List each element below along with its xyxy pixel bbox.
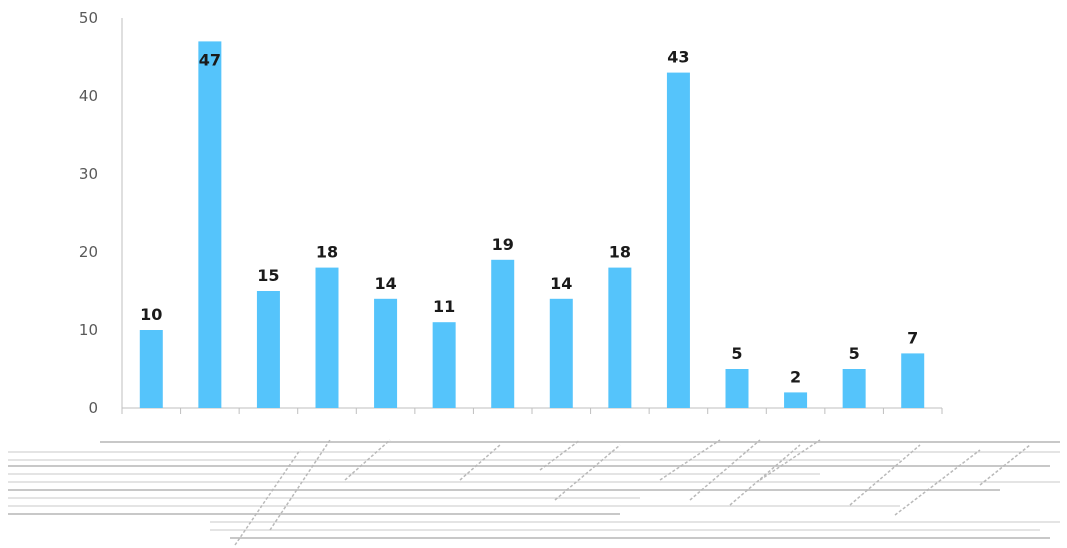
garbled-label-stroke <box>894 449 981 516</box>
y-tick-label: 10 <box>79 321 98 339</box>
bar-value-label: 19 <box>492 235 514 254</box>
bar-value-label: 43 <box>667 48 689 67</box>
bar-value-label: 5 <box>849 344 860 363</box>
bar <box>725 369 749 408</box>
bar-value-label: 18 <box>316 243 338 262</box>
garbled-label-stroke <box>539 439 581 471</box>
bar-value-label: 11 <box>433 297 455 316</box>
garbled-label-stroke <box>269 439 331 531</box>
bar-value-label: 10 <box>140 305 162 324</box>
bar <box>139 330 163 408</box>
bar-value-label: 18 <box>609 243 631 262</box>
garbled-label-stroke <box>979 444 1031 486</box>
garbled-label-stroke <box>554 444 621 501</box>
bar-value-label: 7 <box>907 328 918 347</box>
garbled-label-stroke <box>659 439 721 481</box>
bar <box>491 259 515 408</box>
y-axis-ticks: 0 10 20 30 40 50 <box>79 9 98 417</box>
bar-value-label: 15 <box>257 266 279 285</box>
bar <box>608 267 632 408</box>
bar <box>432 322 456 408</box>
bar <box>315 267 339 408</box>
garbled-label-stroke <box>234 449 301 546</box>
bar-value-label: 14 <box>550 274 572 293</box>
y-tick-label: 0 <box>88 399 98 417</box>
y-tick-label: 50 <box>79 9 98 27</box>
garbled-label-stroke <box>849 444 921 506</box>
bar <box>549 298 573 408</box>
bar <box>198 41 222 409</box>
bar <box>256 291 280 408</box>
y-tick-label: 30 <box>79 165 98 183</box>
garbled-label-stroke <box>459 444 501 481</box>
bar-value-label: 5 <box>731 344 742 363</box>
bar <box>901 353 925 408</box>
bar-value-label: 2 <box>790 367 801 386</box>
garbled-label-stroke <box>729 444 801 506</box>
y-tick-label: 40 <box>79 87 98 105</box>
bar <box>666 72 690 408</box>
garbled-label-stroke <box>344 439 391 481</box>
bar <box>784 392 808 408</box>
bar-series <box>139 41 925 409</box>
data-labels: 10 47 15 18 14 11 19 14 18 43 5 2 5 7 <box>140 48 918 387</box>
bar-value-label: 14 <box>374 274 396 293</box>
bar-value-label: 47 <box>199 50 221 69</box>
garbled-label-stroke <box>759 439 821 481</box>
garbled-label-stroke <box>689 439 761 501</box>
x-axis-ticks <box>121 408 943 414</box>
bar <box>374 298 398 408</box>
y-tick-label: 20 <box>79 243 98 261</box>
bar <box>842 369 866 408</box>
garbled-category-label-area <box>8 439 1060 546</box>
